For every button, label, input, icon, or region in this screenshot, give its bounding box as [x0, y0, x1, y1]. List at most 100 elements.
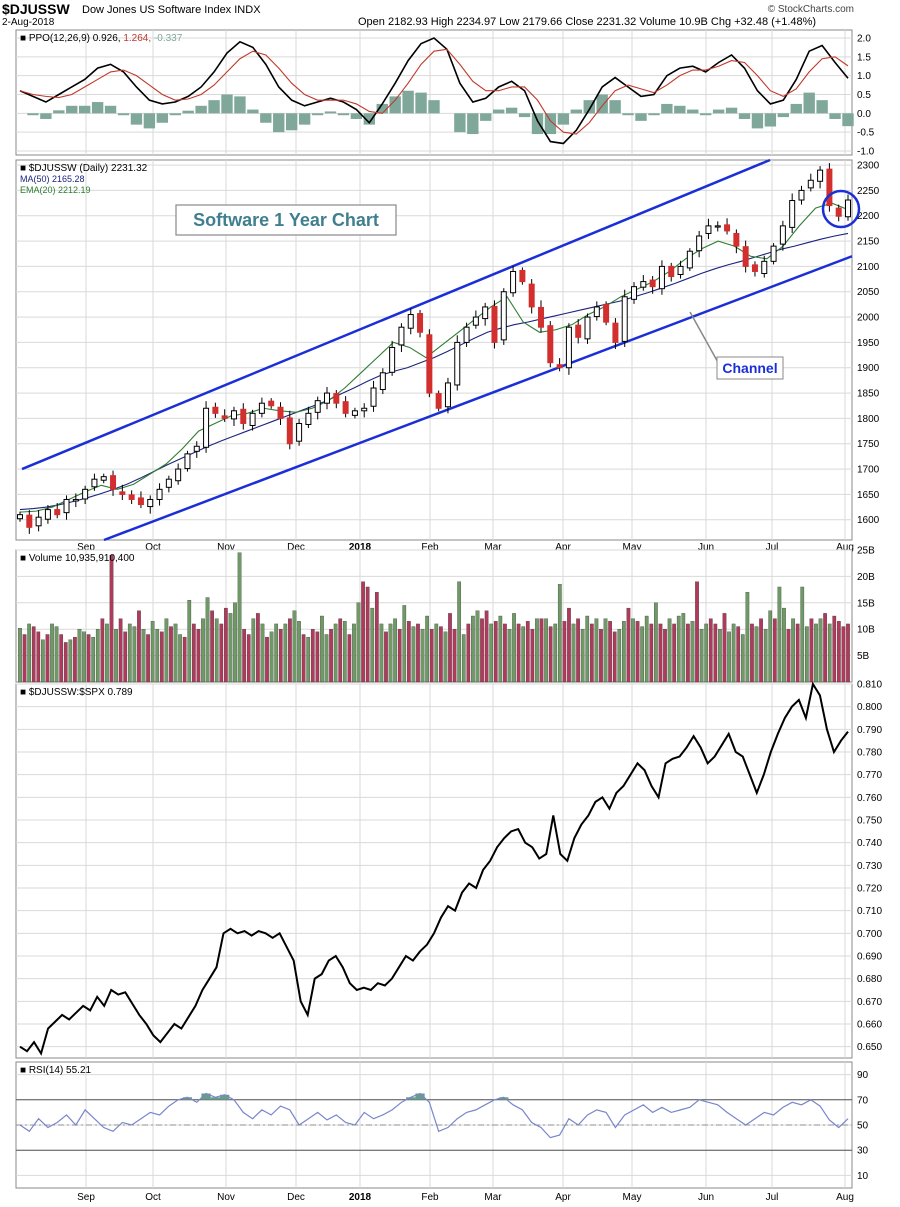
- ppo-histogram-bar: [842, 113, 854, 127]
- volume-bar: [841, 626, 846, 683]
- volume-bar: [91, 636, 96, 683]
- volume-bar: [63, 642, 68, 683]
- volume-bar: [324, 634, 329, 683]
- volume-bar: [425, 615, 429, 683]
- volume-panel: [15, 549, 853, 683]
- volume-bar: [704, 623, 709, 683]
- candle-body: [751, 264, 758, 272]
- y-tick-ratio: 0.700: [857, 929, 882, 940]
- volume-bar: [484, 610, 489, 683]
- volume-bar: [525, 621, 530, 683]
- ppo-histogram-bar: [493, 109, 505, 114]
- ppo-histogram-bar: [505, 107, 518, 114]
- volume-bar: [718, 629, 722, 683]
- ppo-histogram-bar: [609, 100, 621, 114]
- rsi-overbought-fill: [415, 1093, 425, 1100]
- volume-bar: [169, 626, 173, 683]
- y-tick-price: 1600: [857, 515, 880, 526]
- volume-bar: [750, 623, 754, 683]
- ppo-histogram-bar: [738, 113, 751, 119]
- volume-bar: [644, 615, 649, 683]
- rsi-overbought-fill: [210, 1097, 221, 1100]
- ppo-histogram-bar: [700, 113, 712, 116]
- ema20-line: [19, 202, 849, 513]
- index-name: Dow Jones US Software Index: [82, 4, 232, 16]
- ppo-histogram-bar: [829, 113, 841, 119]
- volume-bar: [18, 627, 22, 683]
- ppo-histogram-bar: [130, 113, 143, 125]
- volume-bar: [740, 634, 745, 683]
- ppo-histogram-bar: [389, 96, 401, 114]
- ppo-histogram-bar: [557, 113, 570, 125]
- candle-body: [491, 305, 498, 343]
- candle-body: [221, 415, 228, 419]
- volume-bar: [105, 623, 109, 683]
- ppo-histogram-bar: [583, 100, 595, 114]
- ppo-histogram-bar: [247, 109, 259, 114]
- candle-body: [677, 265, 684, 276]
- rsi-overbought-fill: [182, 1097, 193, 1100]
- y-tick-price: 2250: [857, 186, 880, 197]
- candle-body: [324, 392, 331, 404]
- candle-body: [54, 509, 61, 516]
- volume-bar: [27, 623, 31, 683]
- y-tick-rsi: 90: [857, 1070, 869, 1081]
- volume-bar: [654, 602, 658, 683]
- candle-body: [584, 316, 591, 340]
- candle-body: [17, 514, 23, 520]
- ppo-histogram-bar: [53, 110, 65, 114]
- price-panel: [15, 159, 853, 541]
- volume-bar: [603, 618, 608, 683]
- volume-bar: [708, 618, 713, 683]
- volume-bar: [695, 581, 699, 683]
- rsi-x-label: Jun: [698, 1192, 714, 1203]
- ppo-histogram-bar: [91, 102, 104, 114]
- candle-body: [91, 478, 98, 488]
- volume-bar: [41, 639, 45, 683]
- candle-body: [407, 314, 414, 329]
- volume-bar: [823, 613, 827, 683]
- ppo-histogram-bar: [195, 105, 207, 114]
- rsi-overbought-fill: [220, 1094, 230, 1100]
- volume-bar: [416, 623, 420, 683]
- volume-bar: [297, 621, 301, 683]
- ppo-histogram-bar: [816, 100, 828, 114]
- ppo-legend-part: 1.264,: [123, 33, 154, 44]
- candle-body: [696, 235, 703, 252]
- volume-bar: [68, 639, 73, 683]
- candle-body: [175, 468, 182, 482]
- y-tick-volume: 10B: [857, 625, 875, 636]
- candle-body: [658, 265, 665, 290]
- candle-body: [286, 417, 293, 445]
- channel-annotation: Channel: [722, 360, 777, 376]
- y-tick-ratio: 0.760: [857, 793, 882, 804]
- candle-body: [193, 445, 200, 452]
- volume-bar: [544, 618, 548, 683]
- candle-body: [230, 410, 237, 420]
- candle-body: [510, 270, 517, 294]
- volume-bar: [237, 552, 242, 683]
- y-tick-ppo: 1.5: [857, 52, 871, 63]
- volume-bar: [187, 600, 192, 683]
- y-tick-price: 1750: [857, 439, 880, 450]
- channel-lower-line: [103, 255, 853, 542]
- volume-bar: [315, 631, 320, 683]
- volume-bar: [448, 613, 452, 683]
- volume-bar: [814, 623, 818, 683]
- volume-bar: [672, 623, 677, 683]
- candle-body: [156, 488, 163, 500]
- price-x-label: Aug: [836, 542, 854, 553]
- volume-bar: [837, 621, 841, 683]
- volume-bar: [631, 618, 635, 683]
- volume-bar: [59, 634, 64, 683]
- ppo-histogram-bar: [428, 100, 440, 114]
- ppo-histogram-bar: [27, 113, 39, 116]
- volume-bar: [201, 618, 205, 683]
- y-tick-ratio: 0.780: [857, 748, 882, 759]
- y-tick-ratio: 0.730: [857, 861, 882, 872]
- title-annotation: Software 1 Year Chart: [193, 210, 379, 230]
- rsi-x-label: 2018: [349, 1192, 372, 1203]
- volume-bar: [100, 618, 105, 683]
- ppo-histogram-bar: [712, 109, 725, 114]
- candle-body: [835, 207, 842, 217]
